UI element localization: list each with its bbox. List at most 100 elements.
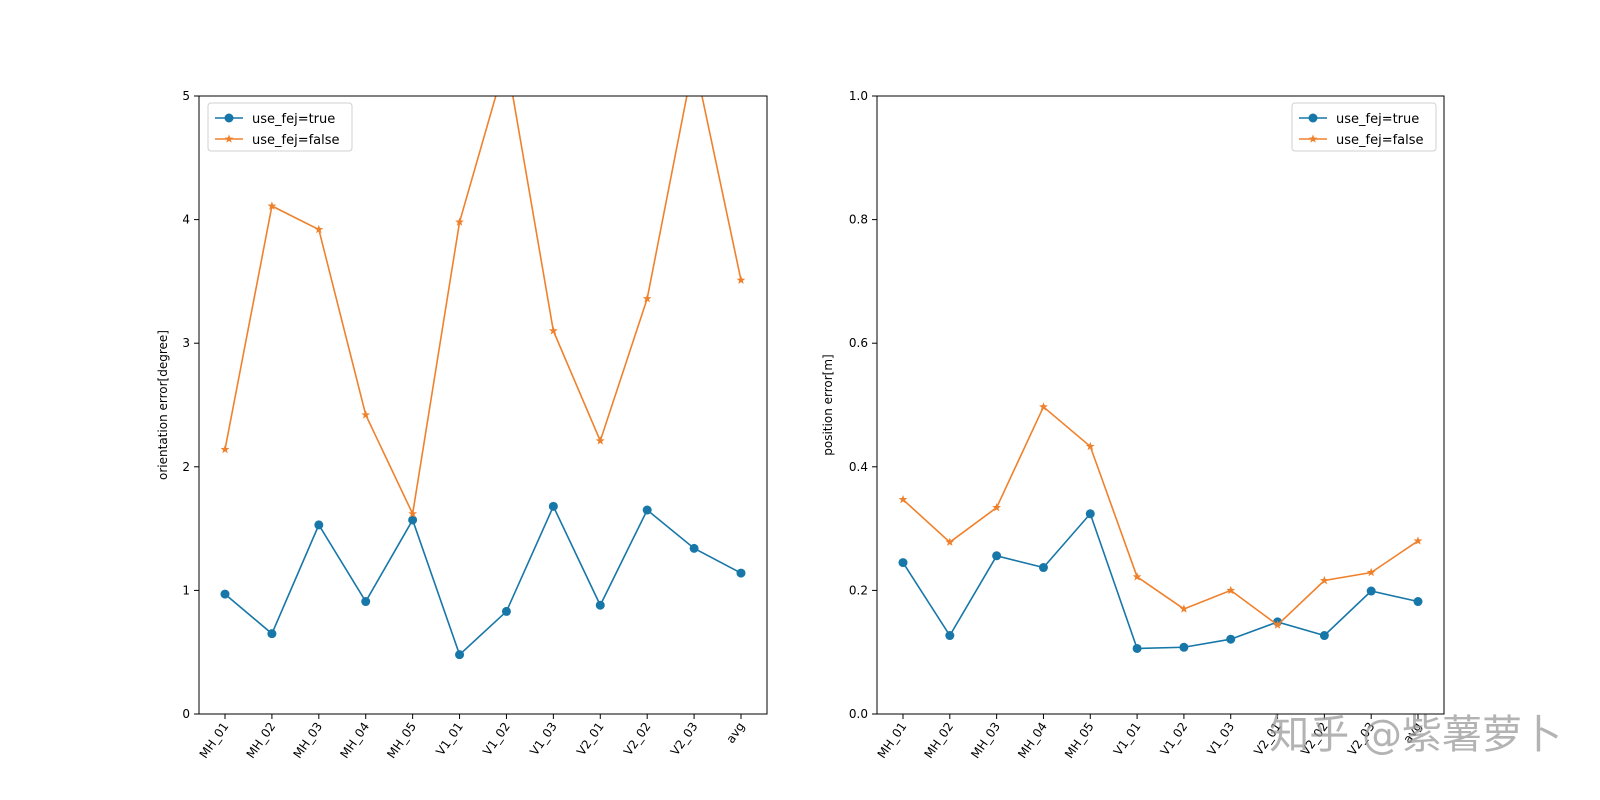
- x-tick-label: MH_01: [197, 720, 232, 761]
- data-point: [945, 631, 955, 641]
- x-tick-label: MH_03: [968, 720, 1003, 761]
- x-tick-label: V2_01: [574, 720, 607, 758]
- series-line: [224, 504, 742, 657]
- x-tick-label: V1_02: [1158, 720, 1191, 758]
- data-point: [1085, 441, 1095, 451]
- y-tick-label: 1.0: [849, 89, 868, 103]
- data-point: [898, 494, 908, 504]
- legend-label: use_fej=false: [252, 133, 340, 148]
- x-tick-label: MH_04: [1015, 720, 1050, 761]
- y-axis-label: orientation error[degree]: [156, 330, 170, 480]
- data-point: [501, 606, 511, 616]
- data-point: [992, 551, 1002, 561]
- data-point: [898, 558, 908, 568]
- legend-label: use_fej=true: [252, 112, 335, 127]
- data-point: [314, 224, 324, 234]
- legend: use_fej=true use_fej=false: [1291, 102, 1437, 152]
- data-point: [361, 597, 371, 607]
- y-tick-label: 2: [182, 460, 190, 474]
- x-tick-label: V1_02: [480, 720, 513, 758]
- y-axis-label: position error[m]: [821, 354, 835, 455]
- y-tick-label: 3: [182, 336, 190, 350]
- y-tick-label: 5: [182, 89, 190, 103]
- y-tick-label: 0: [182, 707, 190, 721]
- data-point: [595, 436, 605, 445]
- legend-box: [1291, 102, 1437, 152]
- y-tick-label: 0.4: [849, 460, 868, 474]
- data-point: [595, 600, 605, 610]
- axes-frame: [198, 95, 768, 715]
- data-point: [267, 629, 277, 639]
- data-point: [1273, 620, 1282, 629]
- chart-orientation-error: 0 1 2 3 4 5 MH_01 MH_02 MH_03 MH_04 MH_05 V1_01 V1_0…: [156, 54, 768, 761]
- data-point: [314, 520, 324, 530]
- data-point: [1038, 563, 1048, 573]
- legend-marker: [1308, 113, 1318, 123]
- x-tick-label: V2_03: [668, 720, 701, 758]
- legend-label: use_fej=false: [1336, 133, 1424, 148]
- data-point: [455, 650, 465, 660]
- data-point: [1132, 572, 1142, 581]
- data-point: [1226, 585, 1236, 595]
- series-line: [902, 512, 1419, 650]
- watermark-text: 知乎 @紫薯萝卜: [1269, 712, 1562, 758]
- series-line: [902, 405, 1419, 627]
- axes-frame: [876, 95, 1445, 715]
- x-tick-label: MH_02: [244, 720, 279, 761]
- legend-marker: [1308, 134, 1318, 143]
- plot-area: [898, 402, 1423, 653]
- data-point: [1085, 509, 1095, 519]
- x-tick-label: V1_01: [433, 720, 466, 758]
- y-tick-label: 0.8: [849, 213, 868, 227]
- data-point: [408, 515, 418, 525]
- plot-area: [220, 54, 746, 660]
- data-point: [1413, 536, 1423, 545]
- data-point: [992, 502, 1002, 512]
- data-point: [1319, 631, 1329, 641]
- y-tick-label: 1: [182, 583, 190, 597]
- data-point: [1366, 586, 1376, 596]
- x-tick-label: V1_03: [1204, 720, 1237, 758]
- legend-marker: [224, 134, 234, 143]
- data-point: [1366, 567, 1376, 577]
- y-tick-label: 0.2: [849, 583, 868, 597]
- data-point: [1132, 643, 1142, 653]
- data-point: [1319, 575, 1329, 585]
- x-tick-label: MH_02: [921, 720, 956, 761]
- data-point: [220, 444, 230, 454]
- x-tick-label: MH_03: [290, 720, 325, 761]
- x-tick-label: V1_03: [527, 720, 560, 758]
- y-tick-label: 0.6: [849, 336, 868, 350]
- data-point: [220, 589, 230, 599]
- data-point: [736, 568, 746, 578]
- x-tick-label: V2_02: [621, 720, 654, 758]
- data-point: [945, 537, 955, 546]
- y-tick-label: 0.0: [849, 707, 868, 721]
- legend-marker: [224, 113, 234, 123]
- data-point: [267, 201, 277, 210]
- data-point: [1226, 634, 1236, 644]
- data-point: [689, 543, 699, 553]
- legend: use_fej=true use_fej=false: [207, 102, 353, 152]
- data-point: [361, 410, 371, 419]
- data-point: [642, 294, 652, 303]
- data-point: [502, 54, 511, 62]
- y-tick-label: 4: [182, 213, 190, 227]
- x-tick-label: MH_05: [384, 720, 419, 761]
- data-point: [1039, 402, 1048, 411]
- data-point: [548, 326, 558, 335]
- data-point: [1179, 604, 1189, 613]
- data-point: [1179, 642, 1189, 652]
- data-point: [690, 54, 699, 62]
- data-point: [736, 275, 746, 284]
- data-point: [548, 501, 558, 511]
- x-tick-label: MH_05: [1062, 720, 1097, 761]
- legend-label: use_fej=true: [1336, 112, 1419, 127]
- data-point: [1413, 597, 1423, 607]
- data-point: [408, 509, 418, 518]
- data-point: [455, 217, 464, 226]
- data-point: [642, 505, 652, 515]
- legend-box: [207, 102, 353, 152]
- x-tick-label: V1_01: [1111, 720, 1144, 758]
